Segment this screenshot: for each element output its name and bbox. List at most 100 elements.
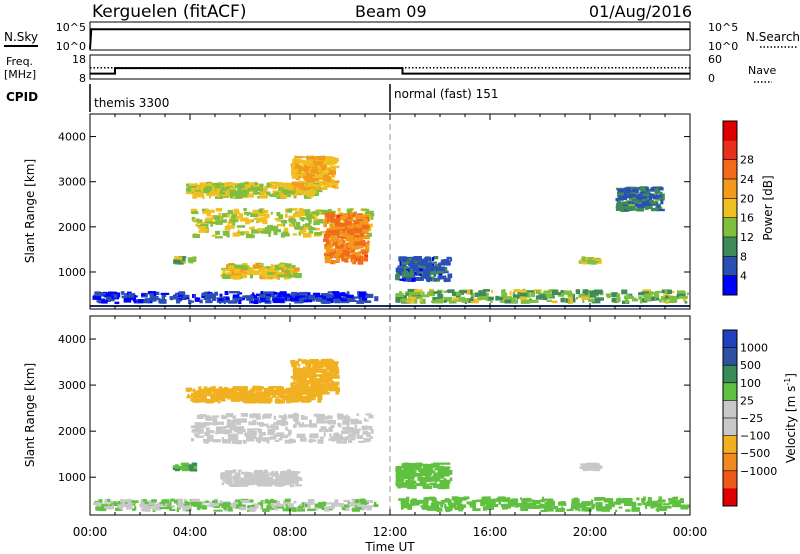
data-cell <box>470 298 479 304</box>
data-cell <box>637 503 642 506</box>
velocity-colorbar-label: Velocity [m s-1] <box>783 373 798 463</box>
data-cell <box>178 295 184 298</box>
data-cell <box>668 501 672 505</box>
data-cell <box>266 269 270 272</box>
data-cell <box>288 218 295 223</box>
data-cell <box>500 504 506 507</box>
data-cell <box>321 293 328 298</box>
data-cell <box>651 296 655 301</box>
data-cell <box>298 192 306 196</box>
data-cell <box>268 232 271 237</box>
data-cell <box>204 186 212 191</box>
data-cell <box>422 502 429 507</box>
data-cell <box>215 218 222 223</box>
data-cell <box>295 174 304 179</box>
data-cell <box>249 226 255 230</box>
data-cell <box>336 438 339 444</box>
data-cell <box>253 187 260 190</box>
data-cell <box>321 505 325 510</box>
data-cell <box>119 505 124 510</box>
data-cell <box>315 157 319 162</box>
data-cell <box>357 260 364 265</box>
data-cell <box>241 191 250 194</box>
data-cell <box>316 171 325 174</box>
data-cell <box>200 224 209 228</box>
cpid-segment-1: themis 3300 <box>94 96 169 110</box>
data-cell <box>581 296 590 300</box>
data-cell <box>256 217 265 223</box>
data-cell <box>360 233 364 237</box>
data-cell <box>232 386 239 389</box>
data-cell <box>259 208 263 214</box>
data-cell <box>567 293 574 297</box>
data-cell <box>644 504 648 509</box>
data-cell <box>595 506 600 510</box>
data-cell <box>414 289 423 292</box>
data-cell <box>409 472 414 476</box>
data-cell <box>296 382 306 386</box>
data-cell <box>507 500 512 505</box>
data-cell <box>317 399 322 403</box>
data-cell <box>294 226 304 230</box>
data-cell <box>331 180 340 184</box>
data-cell <box>258 422 265 426</box>
data-cell <box>342 234 348 237</box>
data-cell <box>348 242 354 247</box>
data-cell <box>216 393 225 398</box>
data-cell <box>366 232 372 237</box>
data-cell <box>675 499 684 504</box>
data-cell <box>301 388 308 392</box>
data-cell <box>127 504 133 508</box>
data-cell <box>490 300 493 303</box>
data-cell <box>512 291 516 297</box>
data-cell <box>326 212 334 218</box>
data-cell <box>290 394 296 397</box>
data-cell <box>361 208 370 211</box>
data-cell <box>242 387 248 391</box>
data-cell <box>358 440 366 443</box>
data-cell <box>457 296 465 302</box>
data-cell <box>296 433 306 438</box>
data-cell <box>174 467 180 472</box>
data-cell <box>400 298 410 303</box>
data-cell <box>414 276 422 281</box>
data-cell <box>308 371 317 376</box>
data-cell <box>440 261 443 266</box>
data-cell <box>356 233 363 238</box>
data-cell <box>346 294 354 298</box>
data-cell <box>241 478 247 483</box>
data-cell <box>415 290 422 295</box>
freq-unit-label: [MHz] <box>4 68 36 81</box>
data-cell <box>132 508 136 511</box>
data-cell <box>401 264 407 267</box>
data-cell <box>284 498 291 503</box>
data-cell <box>101 292 106 296</box>
data-cell <box>240 193 248 197</box>
data-cell <box>241 273 245 279</box>
data-cell <box>210 293 217 296</box>
data-cell <box>337 219 341 222</box>
data-cell <box>358 237 364 241</box>
data-cell <box>398 498 406 501</box>
data-cell <box>329 218 338 223</box>
data-cell <box>543 507 549 512</box>
data-cell <box>639 191 645 194</box>
data-cell <box>120 498 124 503</box>
data-cell <box>560 290 564 293</box>
data-cell <box>482 506 487 511</box>
data-cell <box>224 291 229 295</box>
data-cell <box>205 500 209 503</box>
freq-panel: 18 8 60 0 Freq. [MHz] Nave <box>4 53 776 85</box>
data-cell <box>342 249 348 254</box>
data-cell <box>449 257 453 262</box>
data-cell <box>194 501 202 504</box>
data-cell <box>499 300 509 303</box>
data-cell <box>501 505 505 510</box>
data-cell <box>449 477 453 482</box>
colorbar-swatch <box>723 237 737 257</box>
data-cell <box>287 502 291 508</box>
data-cell <box>291 389 300 393</box>
data-cell <box>435 501 444 505</box>
x-tick-label: 16:00 <box>473 525 508 539</box>
